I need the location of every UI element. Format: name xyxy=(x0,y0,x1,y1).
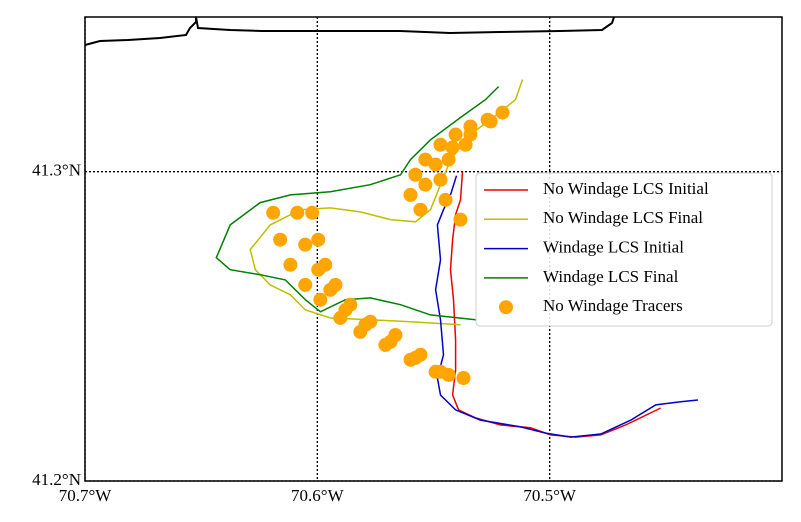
tracer-point xyxy=(418,177,433,192)
tracer-point xyxy=(413,347,428,362)
tracer-point xyxy=(305,205,320,220)
series-line xyxy=(434,175,698,438)
tracer-point xyxy=(408,167,423,182)
tracer-point xyxy=(456,370,471,385)
tracer-point xyxy=(343,297,358,312)
tracer-point xyxy=(441,152,456,167)
marks xyxy=(215,79,698,438)
tracer-point xyxy=(453,212,468,227)
legend-swatch xyxy=(499,300,513,315)
tracer-point xyxy=(298,237,313,252)
y-tick-label: 41.3°N xyxy=(32,161,81,180)
coastline xyxy=(84,16,615,46)
tracer-point xyxy=(433,137,448,152)
legend-label: No Windage Tracers xyxy=(543,296,683,315)
x-tick-label: 70.7°W xyxy=(59,486,113,505)
x-tick-label: 70.5°W xyxy=(523,486,577,505)
tracer-point xyxy=(388,327,403,342)
tracer-point xyxy=(483,114,498,129)
tracer-point xyxy=(448,127,463,142)
series-line xyxy=(215,86,500,321)
tracer-point xyxy=(290,205,305,220)
tracer-point xyxy=(458,137,473,152)
tracer-point xyxy=(445,140,460,155)
legend-label: Windage LCS Final xyxy=(543,267,679,286)
tracer-point xyxy=(311,232,326,247)
tracer-point xyxy=(433,172,448,187)
tracer-point xyxy=(273,232,288,247)
tracer-point xyxy=(266,205,281,220)
y-tick-label: 41.2°N xyxy=(32,470,81,489)
tracer-point xyxy=(428,157,443,172)
legend-label: Windage LCS Initial xyxy=(543,238,684,257)
tracer-point xyxy=(495,105,510,120)
tracer-point xyxy=(328,277,343,292)
legend-label: No Windage LCS Initial xyxy=(543,179,709,198)
legend-label: No Windage LCS Final xyxy=(543,208,703,227)
tracer-point xyxy=(413,202,428,217)
tracer-point xyxy=(403,187,418,202)
tracer-point xyxy=(298,277,313,292)
tracer-point xyxy=(318,257,333,272)
plot-frame xyxy=(84,16,783,482)
legend: No Windage LCS Initial No Windage LCS Fin… xyxy=(484,179,709,315)
tracer-point xyxy=(313,292,328,307)
x-tick-label: 70.6°W xyxy=(291,486,345,505)
tracer-point xyxy=(283,257,298,272)
tracer-point xyxy=(441,367,456,382)
legend-box xyxy=(475,172,773,327)
tracer-point xyxy=(438,192,453,207)
tracer-point xyxy=(363,314,378,329)
